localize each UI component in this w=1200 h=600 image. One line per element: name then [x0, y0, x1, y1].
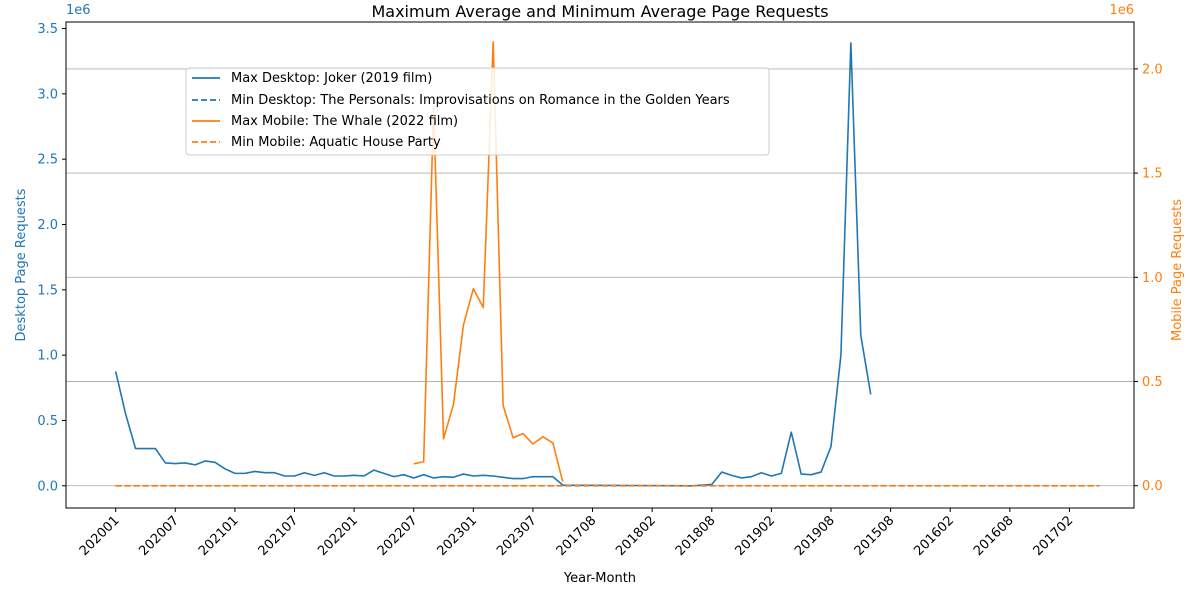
- left-y-tick-label-2: 1.0: [37, 349, 58, 364]
- left-y-tick-label-1: 0.5: [37, 414, 58, 429]
- x-tick-label-3: 202107: [256, 513, 302, 559]
- right-y-axis: 0.0 0.5 1.0 1.5 2.0: [1134, 62, 1163, 494]
- left-y-tick-label-7: 3.5: [37, 22, 58, 37]
- x-tick-label-1: 202007: [136, 513, 182, 559]
- x-tick-label-5: 202207: [375, 513, 421, 559]
- x-axis-label: Year-Month: [563, 571, 636, 586]
- left-y-tick-label-4: 2.0: [37, 218, 58, 233]
- right-y-tick-label-3: 1.5: [1142, 167, 1163, 182]
- right-y-tick-label-4: 2.0: [1142, 62, 1163, 77]
- series-line-2: [413, 40, 564, 482]
- x-tick-label-13: 201508: [852, 513, 898, 559]
- left-y-tick-label-3: 1.5: [37, 283, 58, 298]
- x-tick-label-7: 202307: [494, 513, 540, 559]
- left-y-tick-label-6: 3.0: [37, 87, 58, 102]
- right-y-axis-label: Mobile Page Requests: [1170, 199, 1185, 341]
- right-offset-label: 1e6: [1109, 3, 1134, 18]
- legend-label-min-desktop: Min Desktop: The Personals: Improvisatio…: [231, 93, 730, 108]
- x-tick-label-2: 202101: [196, 513, 242, 559]
- legend-label-max-mobile: Max Mobile: The Whale (2022 film): [231, 114, 458, 129]
- legend: Max Desktop: Joker (2019 film) Min Deskt…: [185, 67, 770, 156]
- x-tick-label-14: 201602: [911, 513, 957, 559]
- legend-label-max-desktop: Max Desktop: Joker (2019 film): [231, 71, 432, 86]
- left-y-tick-label-5: 2.5: [37, 153, 58, 168]
- right-y-tick-label-0: 0.0: [1142, 479, 1163, 494]
- x-tick-label-12: 201908: [792, 513, 838, 559]
- x-axis: 202001 202007 202101 202107 202201 202207 2023…: [77, 508, 1076, 559]
- right-y-tick-label-1: 0.5: [1142, 375, 1163, 390]
- chart-title: Maximum Average and Minimum Average Page…: [371, 2, 828, 21]
- x-tick-label-8: 201708: [554, 513, 600, 559]
- series-line-0: [114, 42, 872, 487]
- legend-label-min-mobile: Min Mobile: Aquatic House Party: [231, 135, 441, 150]
- x-tick-label-11: 201902: [732, 513, 778, 559]
- x-tick-label-10: 201808: [673, 513, 719, 559]
- left-y-axis: 0.0 0.5 1.0 1.5 2.0 2.5 3.0 3.5: [37, 22, 66, 494]
- x-tick-label-4: 202201: [315, 513, 361, 559]
- plot-frame: [65, 21, 1135, 509]
- left-offset-label: 1e6: [66, 3, 91, 18]
- legend-box: [185, 67, 770, 156]
- left-y-axis-label: Desktop Page Requests: [14, 188, 29, 341]
- x-tick-label-15: 201608: [971, 513, 1017, 559]
- series-lines: [114, 40, 1100, 487]
- x-tick-label-6: 202301: [434, 513, 480, 559]
- x-tick-label-0: 202001: [77, 513, 123, 559]
- x-tick-label-9: 201802: [613, 513, 659, 559]
- right-y-tick-label-2: 1.0: [1142, 271, 1163, 286]
- left-y-tick-label-0: 0.0: [37, 479, 58, 494]
- x-tick-label-16: 201702: [1031, 513, 1077, 559]
